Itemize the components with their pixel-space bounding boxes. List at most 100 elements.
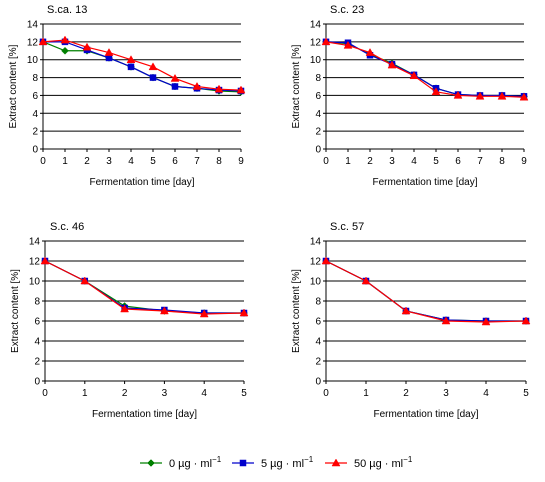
x-tick-label: 5: [523, 388, 529, 399]
x-tick-label: 6: [455, 156, 461, 167]
series-2: [39, 38, 245, 95]
data-point: [401, 306, 411, 315]
x-tick-label: 3: [162, 388, 168, 399]
series-1: [39, 38, 245, 96]
y-tick-label: 0: [32, 145, 38, 156]
x-tick-label: 7: [477, 156, 483, 167]
x-tick-label: 4: [128, 156, 134, 167]
series-line: [325, 41, 525, 97]
x-tick-label: 5: [150, 156, 156, 167]
y-tick-label: 12: [310, 37, 322, 48]
data-point: [199, 309, 209, 318]
legend-item: 5 µg · ml−1: [232, 455, 314, 470]
x-tick-label: 7: [194, 156, 200, 167]
y-tick-label: 14: [310, 237, 322, 248]
legend-label-text: 0 µg · ml: [169, 458, 212, 470]
x-tick-label: 1: [345, 156, 351, 167]
x-axis-label: Fermentation time [day]: [89, 177, 194, 188]
y-tick-label: 2: [34, 357, 40, 368]
series-2: [322, 38, 528, 100]
data-point: [239, 308, 249, 317]
data-point: [361, 276, 371, 285]
y-axis-label: Extract content [%]: [291, 44, 302, 128]
legend-label-superscript: −1: [212, 455, 222, 464]
series-line: [44, 260, 244, 314]
data-point: [61, 46, 69, 55]
y-tick-label: 8: [315, 73, 321, 84]
series-3: [321, 256, 531, 326]
y-tick-label: 12: [27, 37, 39, 48]
chart-title: S.c. 57: [330, 221, 364, 233]
legend-item: 0 µg · ml−1: [140, 455, 222, 470]
data-point: [521, 316, 531, 325]
x-tick-label: 8: [216, 156, 222, 167]
data-point: [105, 54, 113, 62]
x-tick-label: 0: [42, 388, 48, 399]
x-tick-label: 1: [363, 388, 369, 399]
x-tick-label: 3: [106, 156, 112, 167]
x-tick-label: 9: [238, 156, 244, 167]
x-tick-label: 1: [82, 388, 88, 399]
y-tick-label: 0: [315, 145, 321, 156]
legend-marker-icon: [331, 458, 341, 467]
x-tick-label: 4: [483, 388, 489, 399]
legend-marker-icon: [239, 459, 247, 467]
series-line: [325, 260, 526, 322]
chart-title: S.c. 46: [50, 221, 84, 233]
y-tick-label: 10: [27, 55, 39, 66]
series-line: [42, 39, 242, 91]
data-point: [104, 48, 114, 56]
data-point: [127, 63, 135, 71]
y-tick-label: 6: [315, 91, 321, 102]
chart-title: S.c. 23: [330, 4, 364, 16]
data-point: [519, 92, 529, 101]
data-point: [38, 37, 48, 46]
y-axis-label: Extract content [%]: [291, 269, 302, 353]
y-tick-label: 2: [315, 357, 321, 368]
y-tick-label: 14: [29, 237, 41, 248]
series-2: [322, 257, 530, 325]
series-line: [325, 260, 526, 322]
y-tick-label: 4: [315, 337, 321, 348]
data-point: [387, 60, 397, 69]
y-tick-label: 4: [34, 337, 40, 348]
y-tick-label: 2: [32, 127, 38, 138]
data-point: [343, 40, 353, 49]
series-3: [38, 35, 246, 94]
x-axis-label: Fermentation time [day]: [92, 409, 197, 420]
y-axis-label: Extract content [%]: [8, 44, 19, 128]
data-point: [80, 276, 90, 285]
series-line: [42, 41, 242, 93]
data-point: [441, 316, 451, 325]
x-tick-label: 3: [389, 156, 395, 167]
data-point: [149, 74, 157, 81]
y-tick-label: 8: [315, 297, 321, 308]
series-line: [325, 41, 525, 97]
data-point: [475, 91, 485, 100]
x-tick-label: 1: [62, 156, 68, 167]
y-axis-label: Extract content [%]: [10, 269, 21, 353]
y-tick-label: 6: [34, 317, 40, 328]
y-tick-label: 0: [315, 377, 321, 388]
data-point: [214, 84, 224, 93]
data-point: [409, 71, 419, 80]
data-point: [82, 42, 92, 51]
legend: 0 µg · ml−1 5 µg · ml−1 50 µg · ml−1: [140, 455, 413, 470]
data-point: [126, 55, 136, 63]
data-point: [236, 85, 246, 94]
data-point: [170, 73, 180, 82]
y-tick-label: 8: [34, 297, 40, 308]
legend-item: 50 µg · ml−1: [325, 455, 413, 470]
x-tick-label: 4: [201, 388, 207, 399]
data-point: [431, 87, 441, 96]
x-tick-label: 0: [40, 156, 46, 167]
x-tick-label: 2: [367, 156, 373, 167]
y-tick-label: 0: [34, 377, 40, 388]
y-tick-label: 12: [310, 257, 322, 268]
data-point: [60, 35, 70, 44]
data-point: [159, 306, 169, 315]
